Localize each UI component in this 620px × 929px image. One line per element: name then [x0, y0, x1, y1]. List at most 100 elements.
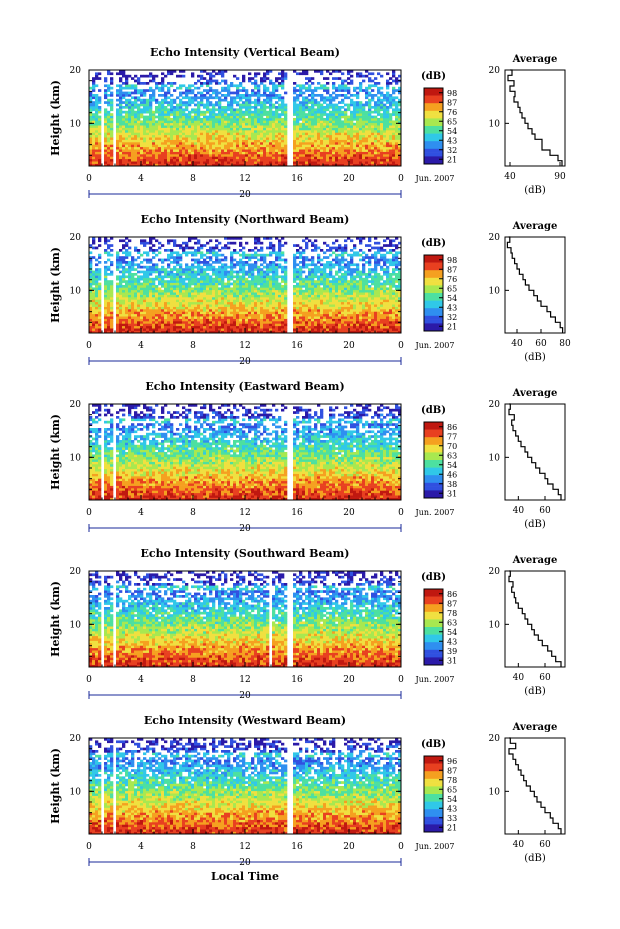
colorbar-tick-label: 98: [447, 89, 457, 98]
heatmap-cell: [374, 127, 378, 131]
colorbar-segment: [424, 145, 443, 150]
heatmap-cell: [302, 70, 306, 73]
heatmap-cell: [104, 292, 108, 295]
heatmap-cell: [170, 297, 174, 300]
heatmap-cell: [335, 103, 339, 107]
heatmap-cell: [107, 139, 111, 143]
heatmap-cell: [98, 321, 102, 324]
heatmap-cell: [281, 122, 285, 126]
heatmap-cell: [314, 158, 318, 162]
heatmap-cell: [281, 144, 285, 148]
heatmap-cell: [386, 108, 390, 112]
heatmap-cell: [206, 103, 210, 107]
heatmap-cell: [182, 297, 186, 300]
heatmap-cell: [398, 110, 402, 114]
heatmap-cell: [197, 299, 201, 303]
heatmap-cell: [230, 127, 234, 131]
heatmap-cell: [134, 273, 138, 276]
heatmap-cell: [233, 249, 237, 252]
heatmap-cell: [131, 311, 135, 315]
heatmap-cell: [386, 132, 390, 136]
heatmap-cell: [296, 132, 300, 136]
heatmap-cell: [329, 125, 333, 128]
heatmap-cell: [383, 113, 387, 116]
heatmap-cell: [281, 127, 285, 131]
heatmap-cell: [311, 110, 315, 114]
heatmap-cell: [218, 91, 222, 95]
heatmap-cell: [185, 146, 189, 150]
heatmap-cell: [167, 273, 171, 276]
heatmap-cell: [302, 122, 306, 126]
heatmap-cell: [116, 132, 120, 136]
heatmap-cell: [98, 118, 102, 121]
heatmap-cell: [242, 139, 246, 143]
heatmap-cell: [173, 70, 177, 73]
heatmap-cell: [158, 120, 162, 124]
heatmap-cell: [158, 311, 162, 315]
heatmap-cell: [146, 163, 150, 167]
heatmap-cell: [365, 142, 369, 145]
heatmap-cell: [224, 304, 228, 307]
heatmap-cell: [212, 246, 216, 250]
heatmap-cell: [206, 261, 210, 264]
heatmap-cell: [239, 139, 243, 143]
heatmap-cell: [350, 127, 354, 131]
heatmap-cell: [89, 101, 93, 104]
heatmap-cell: [272, 156, 276, 160]
heatmap-cell: [242, 86, 246, 90]
heatmap-cell: [191, 72, 195, 76]
heatmap-cell: [140, 122, 144, 126]
heatmap-cell: [158, 134, 162, 138]
heatmap-cell: [152, 323, 156, 327]
heatmap-cell: [263, 149, 267, 152]
heatmap-cell: [395, 108, 399, 112]
heatmap-cell: [362, 110, 366, 114]
heatmap-cell: [104, 122, 108, 126]
heatmap-cell: [269, 127, 273, 131]
heatmap-cell: [185, 244, 189, 247]
heatmap-cell: [179, 118, 183, 121]
heatmap-cell: [158, 103, 162, 107]
heatmap-cell: [122, 149, 126, 152]
heatmap-cell: [380, 151, 384, 155]
heatmap-cell: [368, 118, 372, 121]
heatmap-cell: [206, 321, 210, 324]
heatmap-cell: [176, 86, 180, 90]
heatmap-cell: [221, 270, 225, 274]
heatmap-cell: [221, 309, 225, 312]
heatmap-cell: [92, 282, 96, 286]
heatmap-cell: [191, 263, 195, 267]
heatmap-cell: [398, 161, 402, 164]
heatmap-cell: [356, 86, 360, 90]
heatmap-cell: [266, 115, 270, 119]
heatmap-cell: [248, 132, 252, 136]
heatmap-cell: [356, 161, 360, 164]
heatmap-cell: [353, 108, 357, 112]
heatmap-cell: [257, 137, 261, 140]
heatmap-cell: [224, 94, 228, 97]
heatmap-cell: [338, 106, 342, 109]
heatmap-cell: [107, 289, 111, 293]
heatmap-cell: [173, 115, 177, 119]
heatmap-cell: [386, 139, 390, 143]
heatmap-cell: [203, 151, 207, 155]
heatmap-cell: [254, 163, 258, 167]
heatmap-cell: [257, 139, 261, 143]
heatmap-cell: [257, 151, 261, 155]
heatmap-cell: [239, 277, 243, 281]
heatmap-cell: [254, 101, 258, 104]
heatmap-cell: [173, 277, 177, 281]
heatmap-cell: [155, 263, 159, 267]
heatmap-cell: [359, 108, 363, 112]
heatmap-cell: [326, 106, 330, 109]
heatmap-cell: [278, 161, 282, 164]
heatmap-cell: [119, 127, 123, 131]
heatmap-cell: [107, 244, 111, 247]
heatmap-cell: [146, 313, 150, 317]
heatmap-cell: [116, 306, 120, 310]
heatmap-cell: [161, 277, 165, 281]
heatmap-cell: [395, 144, 399, 148]
heatmap-cell: [395, 139, 399, 143]
heatmap-cell: [278, 82, 282, 85]
heatmap-cell: [209, 113, 213, 116]
